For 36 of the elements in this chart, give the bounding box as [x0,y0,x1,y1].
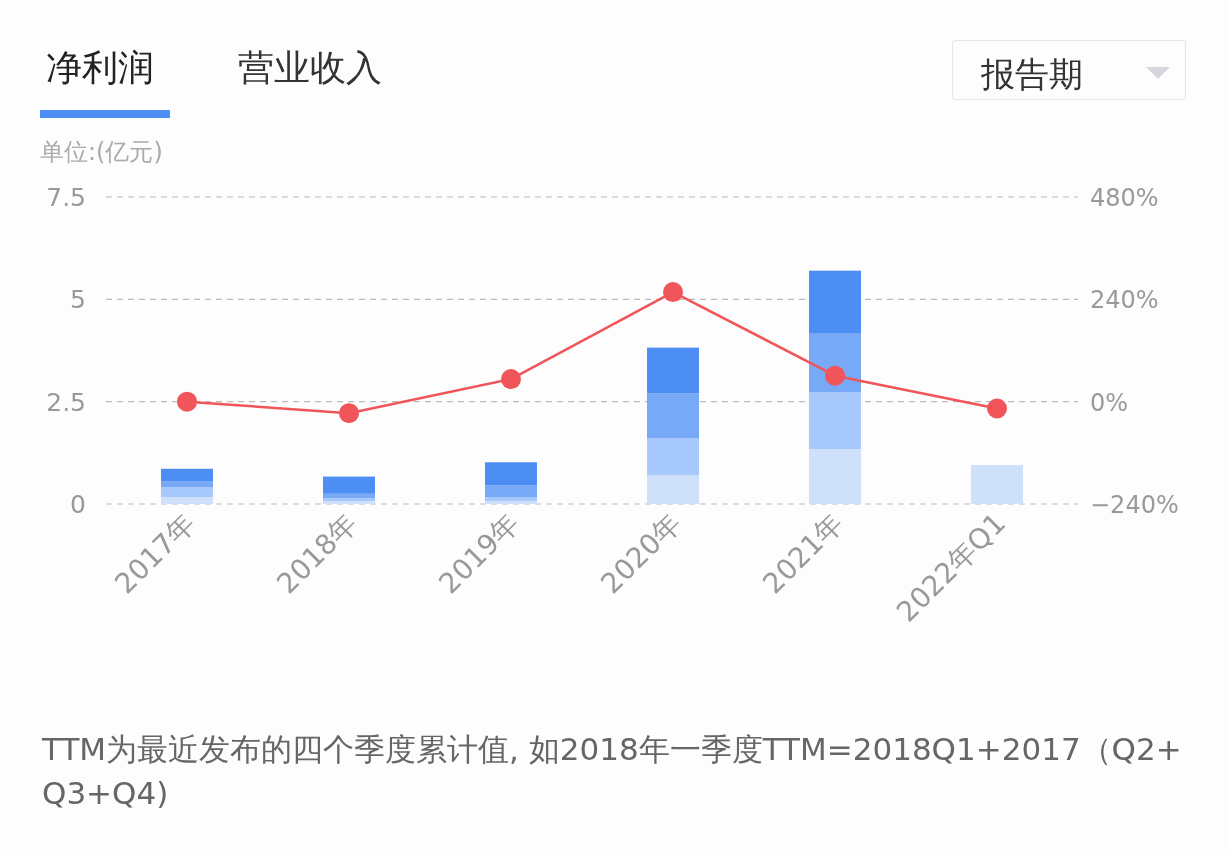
point [177,391,197,412]
y-tick-label: 2.5 [46,387,86,417]
bar [809,449,861,504]
bar [647,438,699,476]
bar [161,468,213,482]
text: 营业收入 [238,46,382,90]
y-tick-label: 5 [70,285,86,315]
point [987,398,1007,419]
y2-tick-label: −240% [1090,491,1179,519]
text: 报告期 [952,40,1186,100]
bar [485,485,537,498]
point [501,369,521,390]
bar [485,462,537,486]
y-tick-label: 7.5 [46,183,86,212]
bar [809,270,861,334]
y-axis-title: 单位:(亿元) [40,137,163,168]
chart-title: 净利润 [46,46,154,90]
text: TTM为最近发布的四个季度累计值, 如2018年一季度TTM=2018Q1+2017（Q2+Q3+Q4) [42,730,1183,813]
y2-tick-label: 0% [1090,388,1129,417]
bar [485,501,537,504]
bar [647,347,699,394]
point [825,365,845,386]
y-tick-label: 0 [70,490,86,519]
bar [809,392,861,450]
bar [161,481,213,488]
bar [161,497,213,504]
y2-tick-label: 240% [1090,286,1159,315]
bar [323,476,375,494]
y2-tick-label: 480% [1090,184,1159,212]
bar [647,393,699,439]
bar [971,465,1023,504]
point [663,282,683,303]
bar [647,475,699,504]
bar [485,497,537,502]
point [339,403,359,424]
bar [161,487,213,498]
